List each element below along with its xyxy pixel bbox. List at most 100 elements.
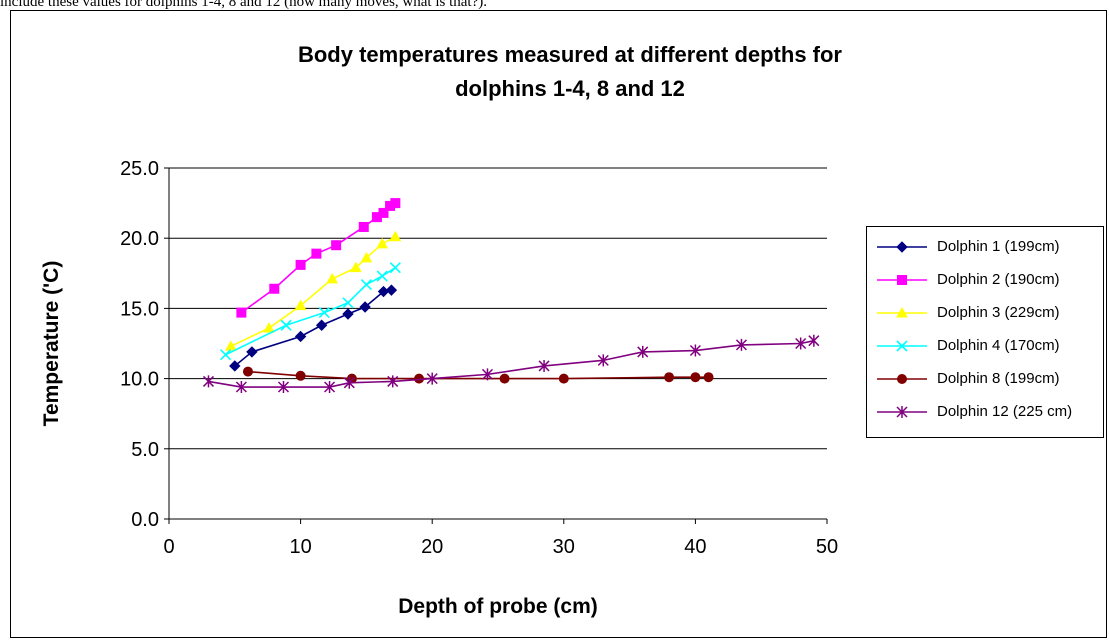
chart-title-line-2: dolphins 1-4, 8 and 12 bbox=[455, 76, 685, 101]
data-point bbox=[326, 272, 339, 284]
legend-label: Dolphin 12 (225 cm) bbox=[937, 403, 1073, 420]
y-tick-label: 0.0 bbox=[131, 509, 159, 531]
data-point bbox=[358, 221, 369, 232]
data-point bbox=[324, 381, 336, 394]
legend-label: Dolphin 1 (199cm) bbox=[937, 238, 1060, 255]
data-point bbox=[242, 366, 253, 377]
data-point bbox=[376, 270, 388, 282]
data-point bbox=[376, 237, 389, 249]
y-tick-label: 10.0 bbox=[120, 369, 159, 391]
data-point bbox=[637, 345, 649, 358]
series-1 bbox=[229, 284, 398, 372]
data-point bbox=[664, 372, 675, 383]
legend-swatch bbox=[877, 241, 927, 253]
data-point bbox=[385, 284, 398, 296]
y-tick-label: 5.0 bbox=[131, 439, 159, 461]
data-point bbox=[896, 406, 908, 418]
data-point bbox=[558, 373, 569, 384]
data-point bbox=[808, 334, 820, 347]
series-6 bbox=[202, 334, 820, 394]
data-point bbox=[896, 241, 908, 253]
data-point bbox=[331, 240, 342, 251]
x-tick-label: 30 bbox=[553, 536, 575, 558]
data-point bbox=[360, 278, 372, 291]
data-point bbox=[280, 319, 292, 331]
x-axis-label: Depth of probe (cm) bbox=[398, 595, 598, 618]
legend-label: Dolphin 2 (190cm) bbox=[937, 271, 1060, 288]
data-point bbox=[269, 283, 280, 294]
data-point bbox=[735, 338, 747, 351]
data-point bbox=[343, 376, 355, 389]
data-point bbox=[795, 337, 807, 350]
data-point bbox=[294, 330, 307, 343]
data-point bbox=[350, 261, 362, 273]
legend-swatch bbox=[877, 275, 927, 285]
series-5 bbox=[242, 366, 714, 384]
data-point bbox=[690, 372, 701, 383]
x-tick-label: 0 bbox=[163, 536, 174, 558]
x-tick-label: 10 bbox=[289, 536, 311, 558]
data-point bbox=[389, 230, 402, 242]
data-point bbox=[481, 368, 494, 381]
y-tick-label: 20.0 bbox=[120, 228, 159, 250]
page-caption: include these values for dolphins 1-4, 8… bbox=[0, 0, 487, 10]
x-tick-label: 40 bbox=[684, 536, 706, 558]
legend-item: Dolphin 3 (229cm) bbox=[867, 301, 1103, 325]
data-point bbox=[499, 373, 510, 384]
series-4 bbox=[220, 262, 401, 361]
data-point bbox=[315, 319, 328, 331]
data-point bbox=[225, 340, 237, 351]
data-point bbox=[318, 307, 330, 319]
series-2 bbox=[236, 198, 401, 318]
data-point bbox=[689, 344, 701, 357]
legend-item: Dolphin 2 (190cm) bbox=[867, 268, 1103, 292]
legend-item: Dolphin 1 (199cm) bbox=[867, 235, 1103, 259]
legend-item: Dolphin 8 (199cm) bbox=[867, 367, 1103, 391]
data-point bbox=[896, 340, 908, 352]
data-point bbox=[277, 381, 290, 394]
data-point bbox=[896, 306, 908, 318]
data-point bbox=[538, 359, 550, 372]
legend-label: Dolphin 8 (199cm) bbox=[937, 370, 1060, 387]
legend-swatch bbox=[877, 374, 927, 384]
legend-label: Dolphin 3 (229cm) bbox=[937, 304, 1060, 321]
data-point bbox=[389, 262, 401, 274]
data-point bbox=[202, 375, 215, 388]
data-point bbox=[426, 372, 438, 385]
legend-label: Dolphin 4 (170cm) bbox=[937, 337, 1060, 354]
data-point bbox=[246, 346, 258, 358]
y-axis-label: Temperature ('C) bbox=[40, 261, 63, 427]
data-point bbox=[378, 207, 389, 218]
chart-title-line-1: Body temperatures measured at different … bbox=[297, 42, 842, 67]
data-point bbox=[229, 360, 241, 372]
data-point bbox=[311, 248, 322, 259]
chart-legend: Dolphin 1 (199cm) Dolphin 2 (190cm) Dolphi… bbox=[866, 226, 1104, 438]
data-point bbox=[294, 299, 307, 311]
legend-swatch bbox=[877, 306, 927, 318]
legend-item: Dolphin 12 (225 cm) bbox=[867, 400, 1103, 424]
legend-item: Dolphin 4 (170cm) bbox=[867, 334, 1103, 358]
series-line bbox=[234, 289, 392, 367]
data-point bbox=[359, 301, 371, 313]
data-point bbox=[342, 297, 354, 309]
data-point bbox=[387, 375, 399, 388]
x-tick-label: 20 bbox=[421, 536, 443, 558]
data-point bbox=[597, 354, 609, 367]
data-point bbox=[235, 381, 247, 394]
y-tick-label: 25.0 bbox=[120, 158, 159, 180]
data-point bbox=[703, 372, 714, 383]
data-point bbox=[295, 259, 306, 270]
data-point bbox=[220, 349, 232, 361]
data-point bbox=[236, 307, 247, 318]
data-point bbox=[897, 374, 907, 384]
data-point bbox=[360, 251, 373, 263]
data-point bbox=[897, 275, 907, 285]
data-point bbox=[390, 198, 401, 209]
x-tick-label: 50 bbox=[816, 536, 838, 558]
data-point bbox=[263, 322, 275, 333]
legend-swatch bbox=[877, 406, 927, 418]
data-point bbox=[342, 308, 354, 320]
y-tick-label: 15.0 bbox=[120, 298, 159, 320]
series-3 bbox=[225, 230, 402, 351]
